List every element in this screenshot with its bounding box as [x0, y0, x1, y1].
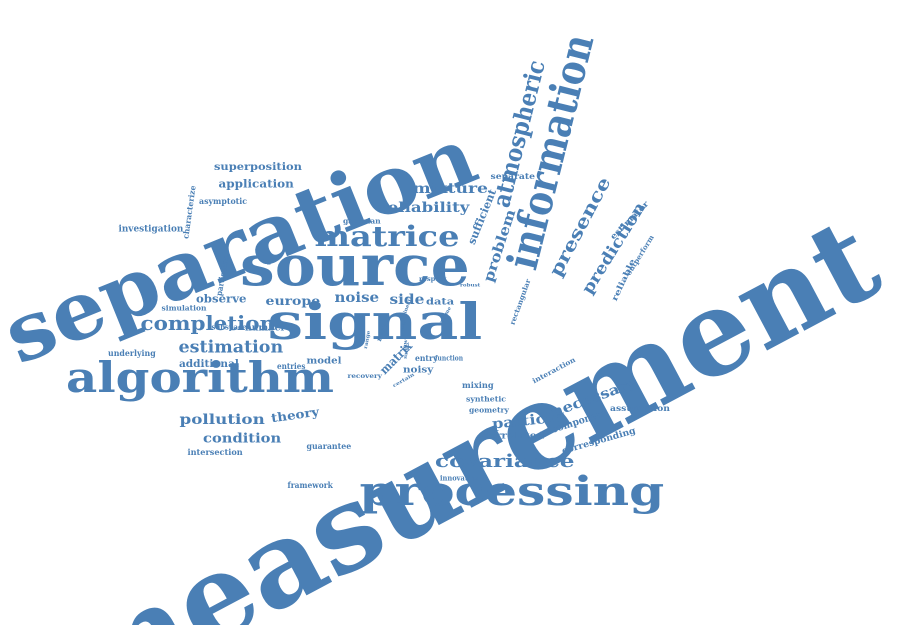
- word-recovery: recovery: [347, 373, 383, 380]
- word-innovation: innovation: [440, 473, 480, 483]
- word-function: function: [435, 353, 464, 363]
- word-subspace: subspace: [211, 322, 247, 332]
- word-correlated: correlated: [482, 431, 545, 442]
- word-framework: framework: [287, 480, 333, 490]
- word-covariance: covariance: [435, 451, 575, 472]
- word-signal: signal: [267, 292, 483, 351]
- word-additional: additional: [178, 359, 239, 370]
- word-model: model: [306, 356, 342, 367]
- word-geometry: geometry: [469, 405, 509, 415]
- word-mixing: mixing: [462, 380, 494, 390]
- word-rectangular: rectangular: [507, 277, 533, 327]
- word-underlying: underlying: [107, 348, 156, 358]
- word-sum: sum: [402, 346, 411, 360]
- word-entries: entries: [277, 361, 306, 371]
- word-theory: theory: [270, 404, 320, 426]
- word-mixture: mixture: [412, 181, 489, 197]
- word-simulation: simulation: [161, 303, 207, 313]
- word-asymptotic: asymptotic: [198, 196, 248, 206]
- word-respect: respect: [419, 276, 447, 283]
- word-assumption: assumption: [609, 403, 670, 413]
- word-europe: europe: [265, 294, 321, 308]
- word-side: side: [389, 292, 425, 308]
- word-algorithm: algorithm: [66, 353, 334, 402]
- word-processing: processing: [359, 468, 665, 515]
- word-condition: condition: [203, 431, 282, 447]
- word-pollution: pollution: [179, 412, 265, 428]
- word-noisy: noisy: [402, 365, 434, 376]
- word-matrice: matrice: [314, 220, 460, 253]
- word-data: data: [425, 297, 455, 308]
- word-entry: entry: [414, 353, 438, 363]
- word-reliability: reliability: [379, 200, 470, 216]
- word-synthetic: synthetic: [466, 394, 507, 404]
- word-robust: robust: [460, 282, 481, 289]
- word-number: number: [244, 323, 286, 334]
- word-observe: observe: [195, 292, 247, 306]
- word-superposition: superposition: [213, 162, 302, 173]
- word-guarantee: guarantee: [306, 441, 352, 451]
- word-investigation: investigation: [118, 224, 184, 235]
- word-separate: separate: [490, 171, 535, 181]
- word-estimation: estimation: [178, 337, 284, 358]
- word-gaussian: gaussian: [342, 216, 381, 226]
- word-intersection: intersection: [187, 447, 243, 457]
- word-source: source: [240, 233, 470, 299]
- word-application: application: [218, 177, 294, 191]
- word-completion: completion: [140, 311, 276, 335]
- word-noise: noise: [334, 290, 380, 306]
